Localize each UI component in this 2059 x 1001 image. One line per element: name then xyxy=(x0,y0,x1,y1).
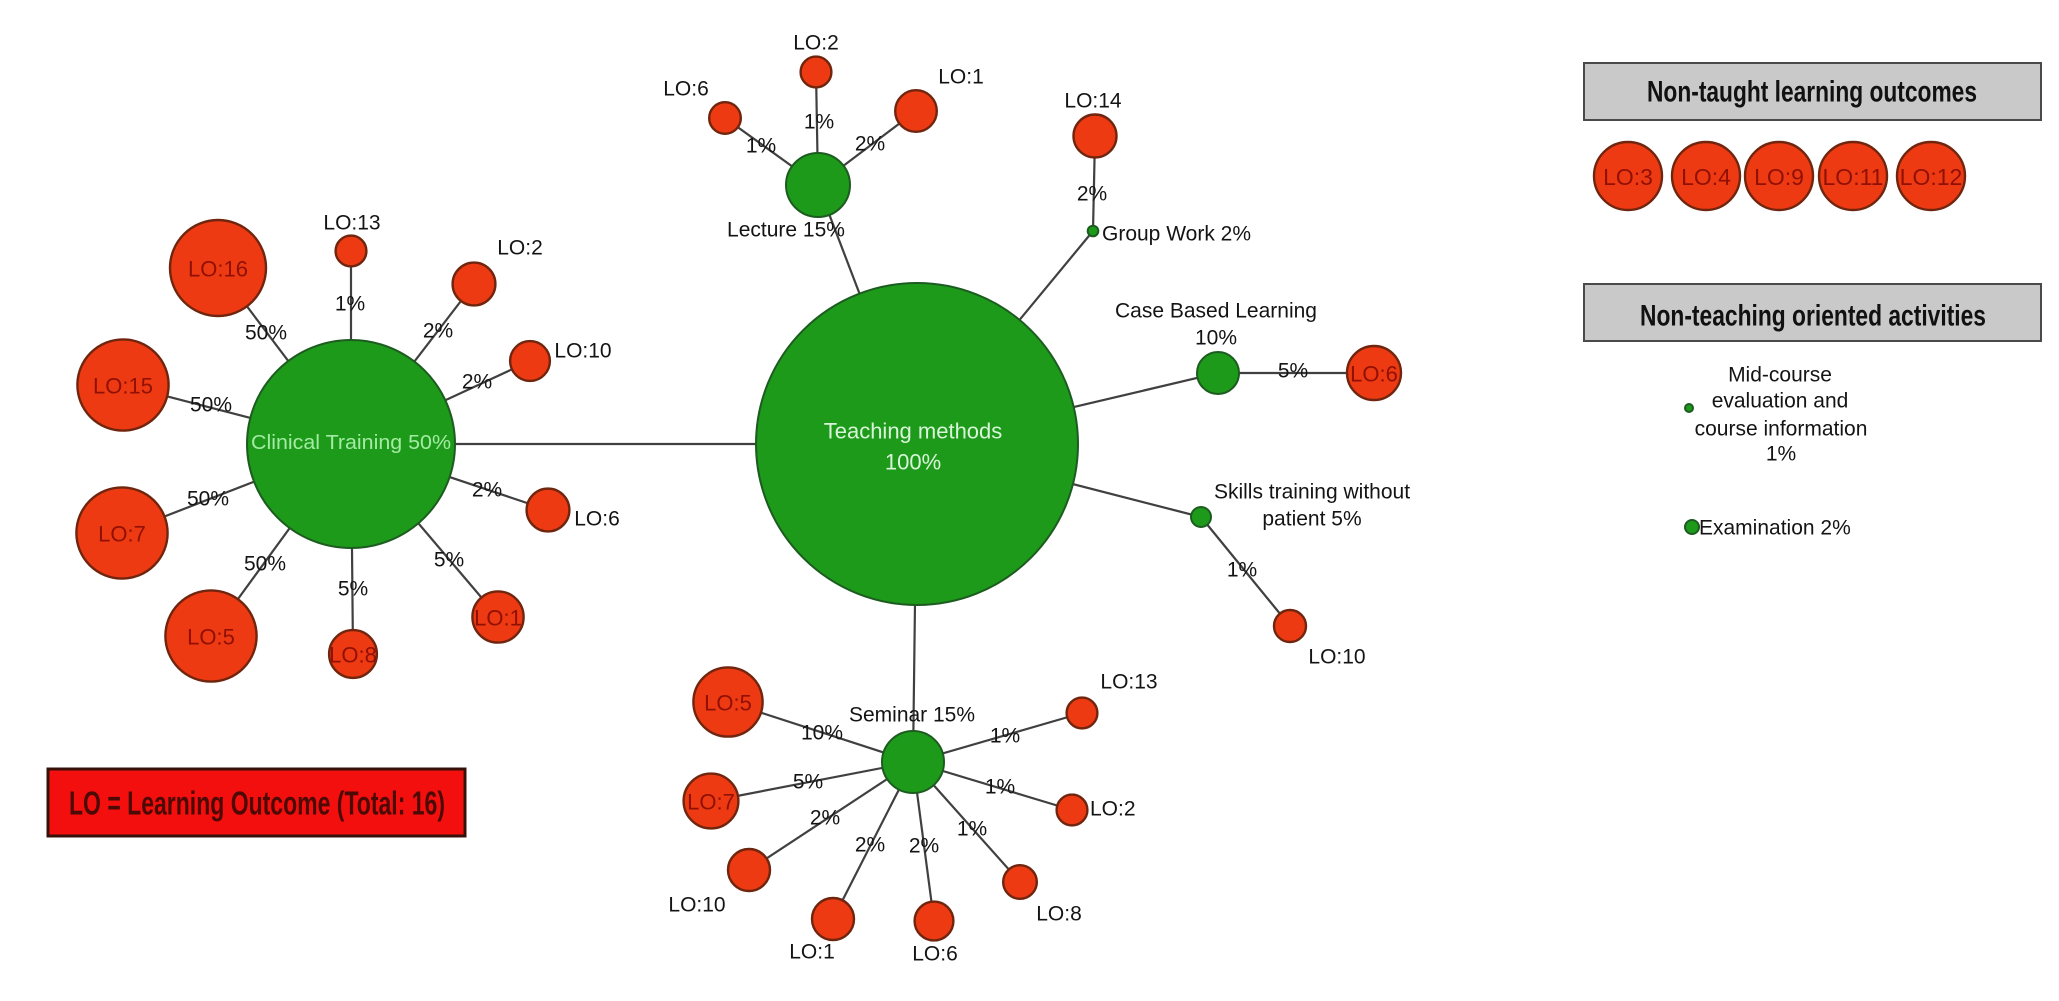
svg-text:LO:13: LO:13 xyxy=(323,212,380,235)
svg-text:10%: 10% xyxy=(801,722,843,745)
svg-text:1%: 1% xyxy=(746,135,776,158)
svg-text:LO:10: LO:10 xyxy=(554,340,611,363)
svg-text:course information: course information xyxy=(1695,418,1868,441)
svg-text:LO:7: LO:7 xyxy=(98,522,146,547)
svg-text:LO:1: LO:1 xyxy=(474,606,522,631)
svg-text:2%: 2% xyxy=(1077,183,1107,206)
svg-text:LO:10: LO:10 xyxy=(668,894,725,917)
svg-text:LO:8: LO:8 xyxy=(329,643,377,668)
svg-text:5%: 5% xyxy=(434,549,464,572)
svg-text:1%: 1% xyxy=(990,725,1020,748)
svg-text:Mid-course: Mid-course xyxy=(1728,364,1832,387)
svg-text:5%: 5% xyxy=(1278,360,1308,383)
svg-text:Clinical Training 50%: Clinical Training 50% xyxy=(251,432,451,454)
svg-text:LO:2: LO:2 xyxy=(497,237,543,260)
svg-text:Group Work 2%: Group Work 2% xyxy=(1102,223,1251,246)
svg-text:Teaching methods: Teaching methods xyxy=(824,419,1003,444)
svg-text:LO:2: LO:2 xyxy=(1090,798,1136,821)
svg-text:LO:2: LO:2 xyxy=(793,32,839,55)
svg-text:5%: 5% xyxy=(793,771,823,794)
svg-text:Skills training without: Skills training without xyxy=(1214,481,1410,504)
svg-text:Lecture 15%: Lecture 15% xyxy=(727,219,845,242)
svg-text:1%: 1% xyxy=(1766,443,1796,466)
svg-text:Seminar 15%: Seminar 15% xyxy=(849,704,975,727)
svg-text:100%: 100% xyxy=(885,450,941,475)
svg-text:LO:4: LO:4 xyxy=(1681,164,1731,190)
svg-text:Examination 2%: Examination 2% xyxy=(1699,517,1851,540)
svg-text:Case Based Learning: Case Based Learning xyxy=(1115,300,1317,323)
svg-text:50%: 50% xyxy=(245,322,287,345)
svg-text:LO:10: LO:10 xyxy=(1308,646,1365,669)
svg-text:LO:9: LO:9 xyxy=(1754,164,1804,190)
svg-text:5%: 5% xyxy=(338,578,368,601)
svg-text:LO:11: LO:11 xyxy=(1823,164,1884,190)
svg-text:LO:15: LO:15 xyxy=(93,374,153,399)
svg-text:50%: 50% xyxy=(190,394,232,417)
svg-text:2%: 2% xyxy=(423,320,453,343)
svg-text:LO:6: LO:6 xyxy=(574,508,620,531)
svg-text:LO:6: LO:6 xyxy=(1350,362,1398,387)
svg-text:LO:5: LO:5 xyxy=(187,625,235,650)
svg-text:1%: 1% xyxy=(804,111,834,134)
svg-text:2%: 2% xyxy=(810,807,840,830)
svg-text:patient 5%: patient 5% xyxy=(1262,508,1361,531)
svg-text:evaluation and: evaluation and xyxy=(1712,390,1849,413)
svg-text:2%: 2% xyxy=(855,834,885,857)
svg-text:2%: 2% xyxy=(472,479,502,502)
svg-text:LO:8: LO:8 xyxy=(1036,903,1082,926)
svg-text:LO:6: LO:6 xyxy=(663,78,709,101)
svg-text:1%: 1% xyxy=(335,293,365,316)
svg-text:2%: 2% xyxy=(462,371,492,394)
svg-text:LO:14: LO:14 xyxy=(1064,90,1122,113)
svg-text:LO:1: LO:1 xyxy=(789,941,835,964)
svg-text:LO:16: LO:16 xyxy=(188,257,248,282)
svg-text:10%: 10% xyxy=(1195,327,1237,350)
svg-text:Non-taught learning outcomes: Non-taught learning outcomes xyxy=(1647,76,1977,109)
svg-text:2%: 2% xyxy=(909,835,939,858)
svg-text:50%: 50% xyxy=(244,553,286,576)
svg-text:LO:1: LO:1 xyxy=(938,66,984,89)
svg-text:LO = Learning Outcome (Total:: LO = Learning Outcome (Total: 16) xyxy=(69,785,445,822)
svg-text:1%: 1% xyxy=(1227,559,1257,582)
svg-text:1%: 1% xyxy=(985,776,1015,799)
svg-text:LO:13: LO:13 xyxy=(1100,671,1157,694)
svg-text:2%: 2% xyxy=(855,133,885,156)
svg-text:LO:12: LO:12 xyxy=(1900,164,1963,190)
svg-text:LO:6: LO:6 xyxy=(912,943,958,966)
svg-text:LO:3: LO:3 xyxy=(1603,164,1653,190)
svg-text:50%: 50% xyxy=(187,488,229,511)
svg-text:LO:7: LO:7 xyxy=(687,790,735,815)
svg-text:LO:5: LO:5 xyxy=(704,691,752,716)
svg-text:1%: 1% xyxy=(957,818,987,841)
svg-text:Non-teaching oriented activiti: Non-teaching oriented activities xyxy=(1640,300,1986,333)
